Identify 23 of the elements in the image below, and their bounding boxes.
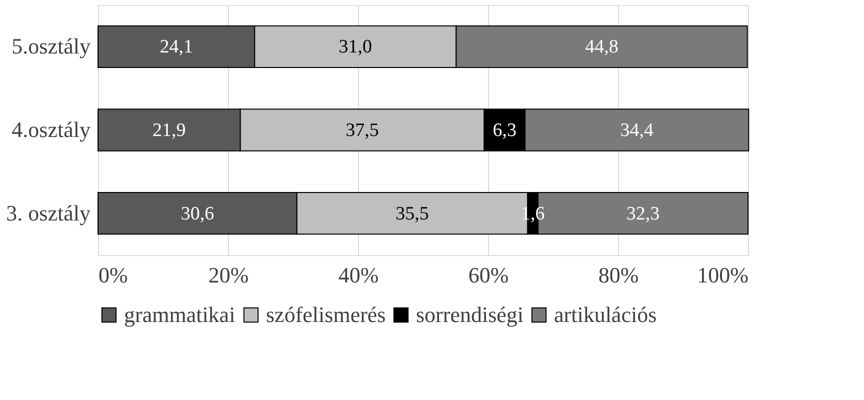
data-label: 34,4 bbox=[620, 120, 654, 141]
legend-label: grammatikai bbox=[124, 302, 236, 327]
data-label: 31,0 bbox=[338, 36, 372, 58]
data-label: 24,1 bbox=[160, 36, 193, 58]
data-label: 44,8 bbox=[585, 36, 618, 58]
data-label: 6,3 bbox=[492, 120, 516, 141]
data-label: 32,3 bbox=[626, 203, 660, 224]
y-tick-label: 4.osztály bbox=[12, 117, 90, 142]
data-label: 30,6 bbox=[180, 203, 214, 224]
x-tick-label: 100% bbox=[697, 262, 748, 288]
legend-label: artikulációs bbox=[554, 302, 657, 327]
x-tick-label: 60% bbox=[468, 262, 509, 288]
legend-label: szófelismerés bbox=[266, 302, 386, 327]
data-label: 37,5 bbox=[346, 120, 379, 141]
legend-label: sorrendiségi bbox=[416, 302, 524, 327]
data-label: 35,5 bbox=[396, 203, 429, 224]
x-tick-label: 20% bbox=[208, 262, 249, 288]
x-tick-label: 80% bbox=[598, 262, 639, 288]
y-tick-label: 3. osztály bbox=[6, 200, 90, 226]
y-tick-label: 5.osztály bbox=[12, 34, 90, 59]
data-label: 21,9 bbox=[152, 120, 186, 141]
x-tick-label: 0% bbox=[98, 262, 128, 288]
x-tick-label: 40% bbox=[338, 262, 379, 288]
